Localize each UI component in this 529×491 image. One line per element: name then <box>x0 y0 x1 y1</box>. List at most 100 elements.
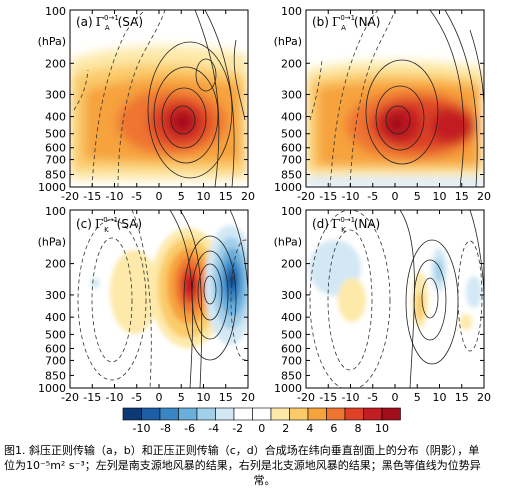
panel-a-ticks: -20 -15 -10 -5 0 5 10 15 20 100 200 300 400 500600700… <box>38 5 255 203</box>
panel-b-shading <box>306 10 484 187</box>
x-tick-label: -20 <box>61 190 79 203</box>
y-unit-label: (hPa) <box>38 235 66 248</box>
x-tick-label: -15 <box>83 391 101 404</box>
panel-c-ticks: -20 -15 -10 -5 0 5 10 15 20 100 200 300 400 500 600700… <box>38 205 255 404</box>
panel-a-shading <box>70 10 248 187</box>
y-tick-label: 600 <box>45 343 66 356</box>
y-unit-label: (hPa) <box>274 235 302 248</box>
figure-caption: 图1. 斜压正则传输（a，b）和正压正则传输（c，d）合成场在纬向垂直剖面上的分… <box>4 443 525 488</box>
x-tick-label: 5 <box>414 190 421 203</box>
y-tick-label: 300 <box>45 289 66 302</box>
colorbar-label: -6 <box>184 422 195 435</box>
x-tick-label: 0 <box>392 391 399 404</box>
colorbar-label: -10 <box>133 422 151 435</box>
x-tick-label: 15 <box>455 391 469 404</box>
y-tick-label: 100 <box>281 205 302 218</box>
x-tick-label: 15 <box>455 190 469 203</box>
y-tick-label: 100 <box>45 5 66 18</box>
y-tick-label: 700 <box>281 354 302 367</box>
colorbar-label: 2 <box>282 422 289 435</box>
y-tick-label: 500 <box>281 328 302 341</box>
colorbar-swatch <box>215 407 235 421</box>
panel-c-title: (c) Γ0→1 K (SA) <box>76 216 142 234</box>
colorbar-swatch <box>344 407 364 421</box>
caption-line-2: 位为10⁻⁵m² s⁻³；左列是南支源地风暴的结果，右列是北支源地风暴的结果；黑… <box>4 459 481 472</box>
y-tick-label: 300 <box>281 88 302 101</box>
y-tick-label: 100 <box>281 5 302 18</box>
colorbar-label: -4 <box>208 422 219 435</box>
x-tick-label: -20 <box>297 391 315 404</box>
colorbar-swatch <box>196 407 216 421</box>
panel-d: -20 -15 -10 -5 0 5 10 15 20 100 200 300 400 500 600700… <box>274 205 491 404</box>
y-tick-label: 400 <box>281 311 302 324</box>
colorbar-swatch <box>178 407 198 421</box>
colorbar-label: -8 <box>160 422 171 435</box>
panel-a-title: (a) Γ0→1 A (SA) <box>76 14 143 32</box>
y-tick-label: 400 <box>281 111 302 124</box>
colorbar-swatch <box>233 407 253 421</box>
panel-b-title: (b) Γ0→1 A (NA) <box>312 14 380 32</box>
y-tick-label: 200 <box>45 57 66 70</box>
y-tick-label: 700 <box>45 354 66 367</box>
x-tick-label: 0 <box>156 190 163 203</box>
caption-line-3: 常。 <box>253 474 276 487</box>
x-tick-label: -5 <box>367 391 378 404</box>
colorbar-label: 4 <box>306 422 313 435</box>
x-tick-label: -15 <box>319 391 337 404</box>
colorbar-swatch <box>289 407 309 421</box>
x-tick-label: 5 <box>178 190 185 203</box>
y-tick-label: 1000 <box>274 181 302 194</box>
y-tick-label: 200 <box>281 258 302 271</box>
panel-b-ticks: -20 -15 -10 -5 0 5 10 15 20 100 200 300 400 500600700… <box>274 5 491 203</box>
x-tick-label: 20 <box>241 391 255 404</box>
colorbar-swatch <box>270 407 290 421</box>
y-tick-label: 1000 <box>274 382 302 395</box>
y-tick-label: 400 <box>45 311 66 324</box>
x-tick-label: -5 <box>367 190 378 203</box>
y-tick-label: 1000 <box>38 382 66 395</box>
y-tick-label: 200 <box>45 258 66 271</box>
colorbar-swatch <box>159 407 179 421</box>
colorbar-swatch <box>381 407 401 421</box>
y-tick-label: 700 <box>281 154 302 167</box>
x-tick-label: -20 <box>297 190 315 203</box>
x-tick-label: -20 <box>61 391 79 404</box>
colorbar-swatch <box>326 407 346 421</box>
y-tick-label: 300 <box>281 289 302 302</box>
x-tick-label: -5 <box>131 190 142 203</box>
y-tick-label: 600 <box>281 343 302 356</box>
colorbar: -10 -8 -6 -4 -2 0 2 4 6 8 10 <box>122 407 401 435</box>
y-tick-label: 850 <box>45 369 66 382</box>
x-tick-label: -15 <box>319 190 337 203</box>
y-unit-label: (hPa) <box>38 35 66 48</box>
x-tick-label: 10 <box>197 190 211 203</box>
y-tick-label: 600 <box>281 142 302 155</box>
x-tick-label: 0 <box>156 391 163 404</box>
caption-line-1: 图1. 斜压正则传输（a，b）和正压正则传输（c，d）合成场在纬向垂直剖面上的分… <box>4 444 480 457</box>
y-tick-label: 500 <box>45 328 66 341</box>
y-tick-label: 300 <box>45 88 66 101</box>
y-tick-label: 100 <box>45 205 66 218</box>
x-tick-label: 15 <box>219 391 233 404</box>
colorbar-swatch <box>252 407 272 421</box>
colorbar-swatch <box>141 407 161 421</box>
x-tick-label: -10 <box>342 391 360 404</box>
x-tick-label: 20 <box>477 190 491 203</box>
colorbar-label: -2 <box>232 422 243 435</box>
x-tick-label: 5 <box>414 391 421 404</box>
y-tick-label: 500 <box>281 128 302 141</box>
y-tick-label: 850 <box>281 369 302 382</box>
y-tick-label: 200 <box>281 57 302 70</box>
colorbar-label: 8 <box>354 422 361 435</box>
x-tick-label: -10 <box>342 190 360 203</box>
colorbar-label: 6 <box>330 422 337 435</box>
x-tick-label: 5 <box>178 391 185 404</box>
x-tick-label: 10 <box>433 190 447 203</box>
x-tick-label: 10 <box>433 391 447 404</box>
y-unit-label: (hPa) <box>274 35 302 48</box>
y-tick-label: 850 <box>45 169 66 182</box>
x-tick-label: -10 <box>106 190 124 203</box>
x-tick-label: -15 <box>83 190 101 203</box>
panel-a: -20 -15 -10 -5 0 5 10 15 20 100 200 300 400 500600700… <box>38 5 255 203</box>
x-tick-label: 0 <box>392 190 399 203</box>
